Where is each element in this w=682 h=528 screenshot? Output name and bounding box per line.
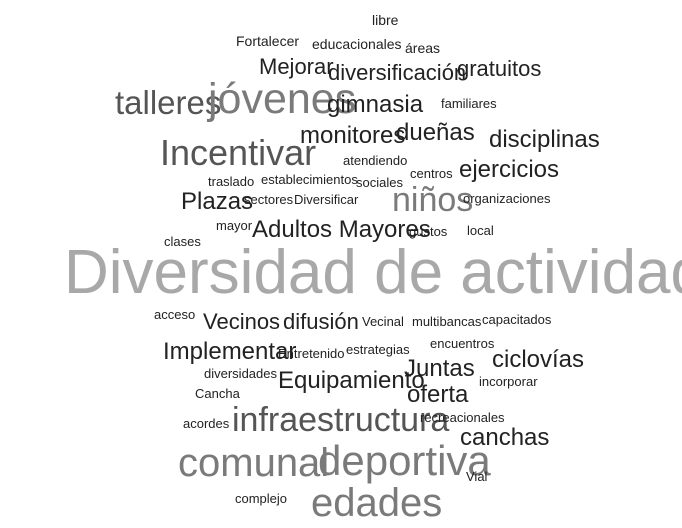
word-estrategias: estrategias <box>346 342 410 357</box>
word-adultos-mayores: Adultos Mayores <box>252 216 431 243</box>
word-cancha: Cancha <box>195 386 240 401</box>
word-incorporar: incorporar <box>479 374 538 389</box>
word-diversificacion: diversificación <box>328 60 467 85</box>
word-equipamiento: Equipamiento <box>278 367 425 394</box>
word-educacionales: educacionales <box>312 36 402 52</box>
word-establecimientos: establecimientos <box>261 172 358 187</box>
word-familiares: familiares <box>441 96 497 111</box>
word-ejercicios: ejercicios <box>459 156 560 183</box>
word-multibancas: multibancas <box>412 314 482 329</box>
word-gratuitos: gratuitos <box>457 56 542 81</box>
word-juntas: Juntas <box>404 355 475 382</box>
word-encuentros: encuentros <box>430 336 495 351</box>
word-sociales: sociales <box>356 175 403 190</box>
word-clases: clases <box>164 234 201 249</box>
word-incentivar: Incentivar <box>160 132 317 173</box>
word-disciplinas: disciplinas <box>489 126 600 153</box>
word-gimnasia: gimnasia <box>327 91 424 118</box>
word-talleres: talleres <box>115 84 222 121</box>
word-jovenes: jóvenes <box>208 75 357 123</box>
word-acceso: acceso <box>154 307 196 322</box>
word-gustos: gustos <box>409 224 448 239</box>
word-ciclovias: ciclovías <box>492 346 585 373</box>
word-diversidades: diversidades <box>204 366 277 381</box>
word-sectores: sectores <box>244 192 294 207</box>
word-ninos: niños <box>392 181 474 219</box>
word-diversidad-de-actividades: Diversidad de actividades <box>64 238 682 307</box>
word-organizaciones: organizaciones <box>463 191 551 206</box>
word-implementar: Implementar <box>163 338 297 365</box>
word-recreacionales: recreacionales <box>420 410 505 425</box>
word-monitores: monitores <box>300 122 406 149</box>
word-entretenido: Entretenido <box>278 346 345 361</box>
word-areas: áreas <box>405 40 441 56</box>
word-vecinal: Vecinal <box>362 314 404 329</box>
word-traslado: traslado <box>208 174 255 189</box>
word-duenas: dueñas <box>396 119 475 146</box>
word-mayor: mayor <box>216 218 253 233</box>
word-vecinos: Vecinos <box>203 309 281 334</box>
word-infraestructura: infraestructura <box>232 401 450 439</box>
word-diversificar: Diversificar <box>294 192 359 207</box>
word-plazas: Plazas <box>181 188 254 215</box>
word-atendiendo: atendiendo <box>343 153 408 168</box>
word-oferta: oferta <box>407 381 469 408</box>
word-acordes: acordes <box>183 416 230 431</box>
word-edades: edades <box>311 481 443 525</box>
word-comunal: comunal <box>178 441 330 485</box>
word-vial: Vial <box>466 469 488 484</box>
word-libre: libre <box>372 12 399 28</box>
word-local: local <box>467 223 494 238</box>
word-mejorar: Mejorar <box>259 54 334 79</box>
word-fortalecer: Fortalecer <box>236 33 300 49</box>
word-capacitados: capacitados <box>482 312 552 327</box>
word-centros: centros <box>410 166 453 181</box>
word-complejo: complejo <box>235 491 288 506</box>
word-canchas: canchas <box>460 424 550 451</box>
word-deportiva: deportiva <box>318 437 491 484</box>
word-difusion: difusión <box>283 309 359 334</box>
